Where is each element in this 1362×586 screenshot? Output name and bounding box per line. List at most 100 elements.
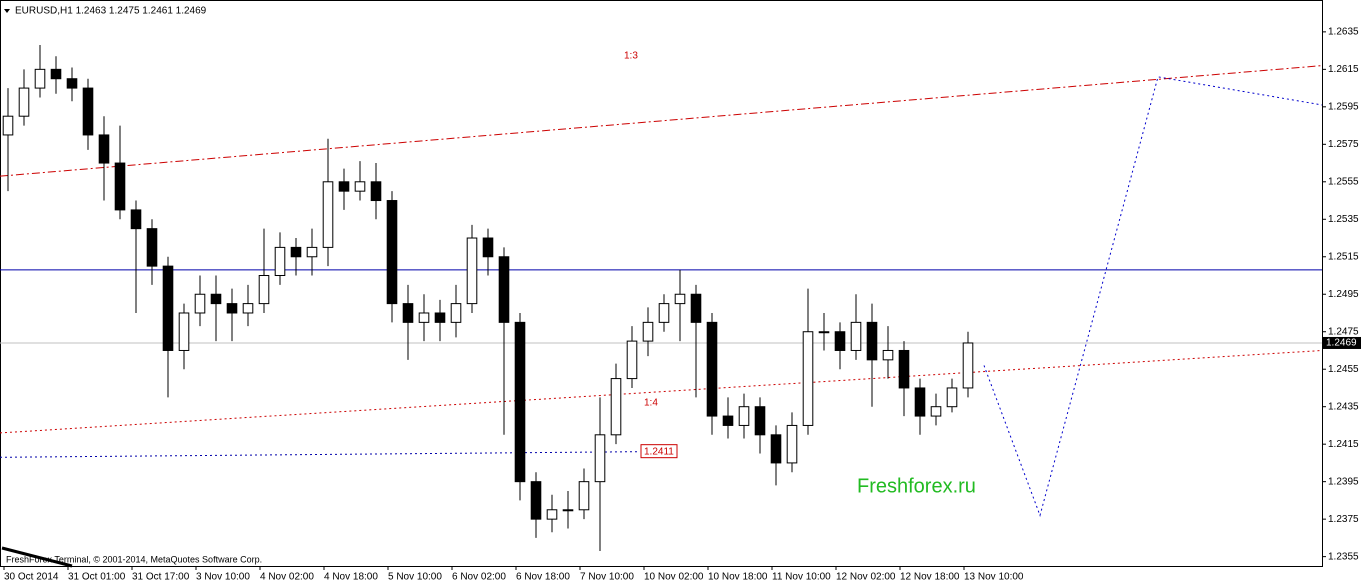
watermark: Freshforex.ru [857, 475, 976, 497]
chart-title: EURUSD,H1 1.2463 1.2475 1.2461 1.2469 [15, 6, 207, 17]
candle-body [370, 181, 382, 202]
candle-body [2, 115, 14, 136]
candle-body [530, 481, 542, 520]
candle-body [82, 87, 94, 136]
candle-body [642, 321, 654, 342]
x-tick-label: 3 Nov 10:00 [196, 572, 250, 583]
y-tick-label: 1.2535 [1328, 214, 1359, 225]
candle-body [770, 434, 782, 464]
y-tick-label: 1.2555 [1328, 176, 1359, 187]
menu-arrow [4, 9, 10, 13]
footer: FreshForex Terminal, © 2001-2014, MetaQu… [6, 554, 262, 564]
candle-body [466, 237, 478, 305]
candle-body [386, 200, 398, 305]
candle-body [866, 321, 878, 361]
y-tick-label: 1.2635 [1328, 27, 1359, 38]
x-tick-label: 4 Nov 18:00 [324, 572, 378, 583]
candle-body [34, 68, 46, 89]
candle-body [738, 406, 750, 426]
candle-body [706, 321, 718, 417]
candle-body [946, 387, 958, 408]
x-tick-label: 31 Oct 01:00 [68, 572, 126, 583]
candle-body [674, 293, 686, 305]
candle-body [546, 509, 558, 520]
candle-body [402, 303, 414, 323]
candle-body [802, 331, 814, 426]
candle-body [242, 303, 254, 314]
x-tick-label: 5 Nov 10:00 [388, 572, 442, 583]
level-label-box [640, 444, 678, 459]
x-tick-label: 13 Nov 10:00 [964, 572, 1024, 583]
x-tick-label: 12 Nov 02:00 [836, 572, 896, 583]
candle-body [434, 312, 446, 323]
candle-body [594, 434, 606, 483]
y-tick-label: 1.2435 [1328, 401, 1359, 412]
candle-body [258, 275, 270, 305]
price-marker [1323, 336, 1361, 349]
y-tick-label: 1.2615 [1328, 64, 1359, 75]
candle-body [930, 406, 942, 417]
candle-body [450, 303, 462, 323]
level-line [0, 451, 641, 458]
candle-body [818, 331, 830, 334]
price-marker-label: 1.2469 [1326, 338, 1357, 349]
candle-body [658, 303, 670, 323]
candle-body [178, 312, 190, 351]
y-tick-label: 1.2375 [1328, 514, 1359, 525]
candle-body [114, 162, 126, 211]
candle-body [194, 293, 206, 314]
x-tick-label: 12 Nov 18:00 [900, 572, 960, 583]
candle-body [578, 481, 590, 511]
candle-body [722, 415, 734, 426]
level-line [0, 349, 1323, 434]
y-tick-label: 1.2495 [1328, 289, 1359, 300]
candle-body [482, 237, 494, 258]
x-tick-label: 6 Nov 18:00 [516, 572, 570, 583]
candle-body [562, 509, 574, 512]
candle-body [754, 406, 766, 436]
trend-line [1, 546, 73, 568]
candle-body [610, 378, 622, 436]
y-tick-label: 1.2455 [1328, 364, 1359, 375]
candle-body [306, 246, 318, 258]
candle-body [338, 181, 350, 192]
x-tick-label: 10 Nov 18:00 [708, 572, 768, 583]
ratio-label: 1:3 [624, 51, 638, 62]
x-tick-label: 10 Nov 02:00 [644, 572, 704, 583]
candle-body [882, 349, 894, 361]
x-tick-label: 4 Nov 02:00 [260, 572, 314, 583]
candle-body [850, 321, 862, 351]
candle-body [290, 246, 302, 258]
candle-body [834, 331, 846, 351]
y-tick-label: 1.2595 [1328, 101, 1359, 112]
candle-body [130, 209, 142, 230]
plot-frame [0, 0, 1323, 567]
x-tick-label: 7 Nov 10:00 [580, 572, 634, 583]
candle-body [274, 246, 286, 277]
candle-body [354, 181, 366, 192]
ratio-label: 1:4 [644, 398, 658, 409]
candle-body [418, 312, 430, 323]
x-tick-label: 6 Nov 02:00 [452, 572, 506, 583]
candle-body [66, 78, 78, 89]
x-tick-label: 30 Oct 2014 [4, 572, 59, 583]
level-line [0, 65, 1323, 177]
candle-body [962, 342, 974, 389]
y-tick-label: 1.2415 [1328, 439, 1359, 450]
candle-body [226, 303, 238, 314]
candle-body [786, 424, 798, 464]
x-tick-label: 31 Oct 17:00 [132, 572, 190, 583]
level-label: 1.2411 [644, 446, 674, 457]
candle-body [322, 181, 334, 248]
y-tick-label: 1.2355 [1328, 551, 1359, 562]
level-line [983, 76, 1323, 518]
y-tick-label: 1.2575 [1328, 139, 1359, 150]
candle-body [18, 87, 30, 117]
candle-body [98, 134, 110, 164]
candle-body [210, 293, 222, 305]
y-tick-label: 1.2475 [1328, 326, 1359, 337]
candle-body [498, 256, 510, 323]
candle-body [146, 228, 158, 267]
candle-body [50, 68, 62, 80]
